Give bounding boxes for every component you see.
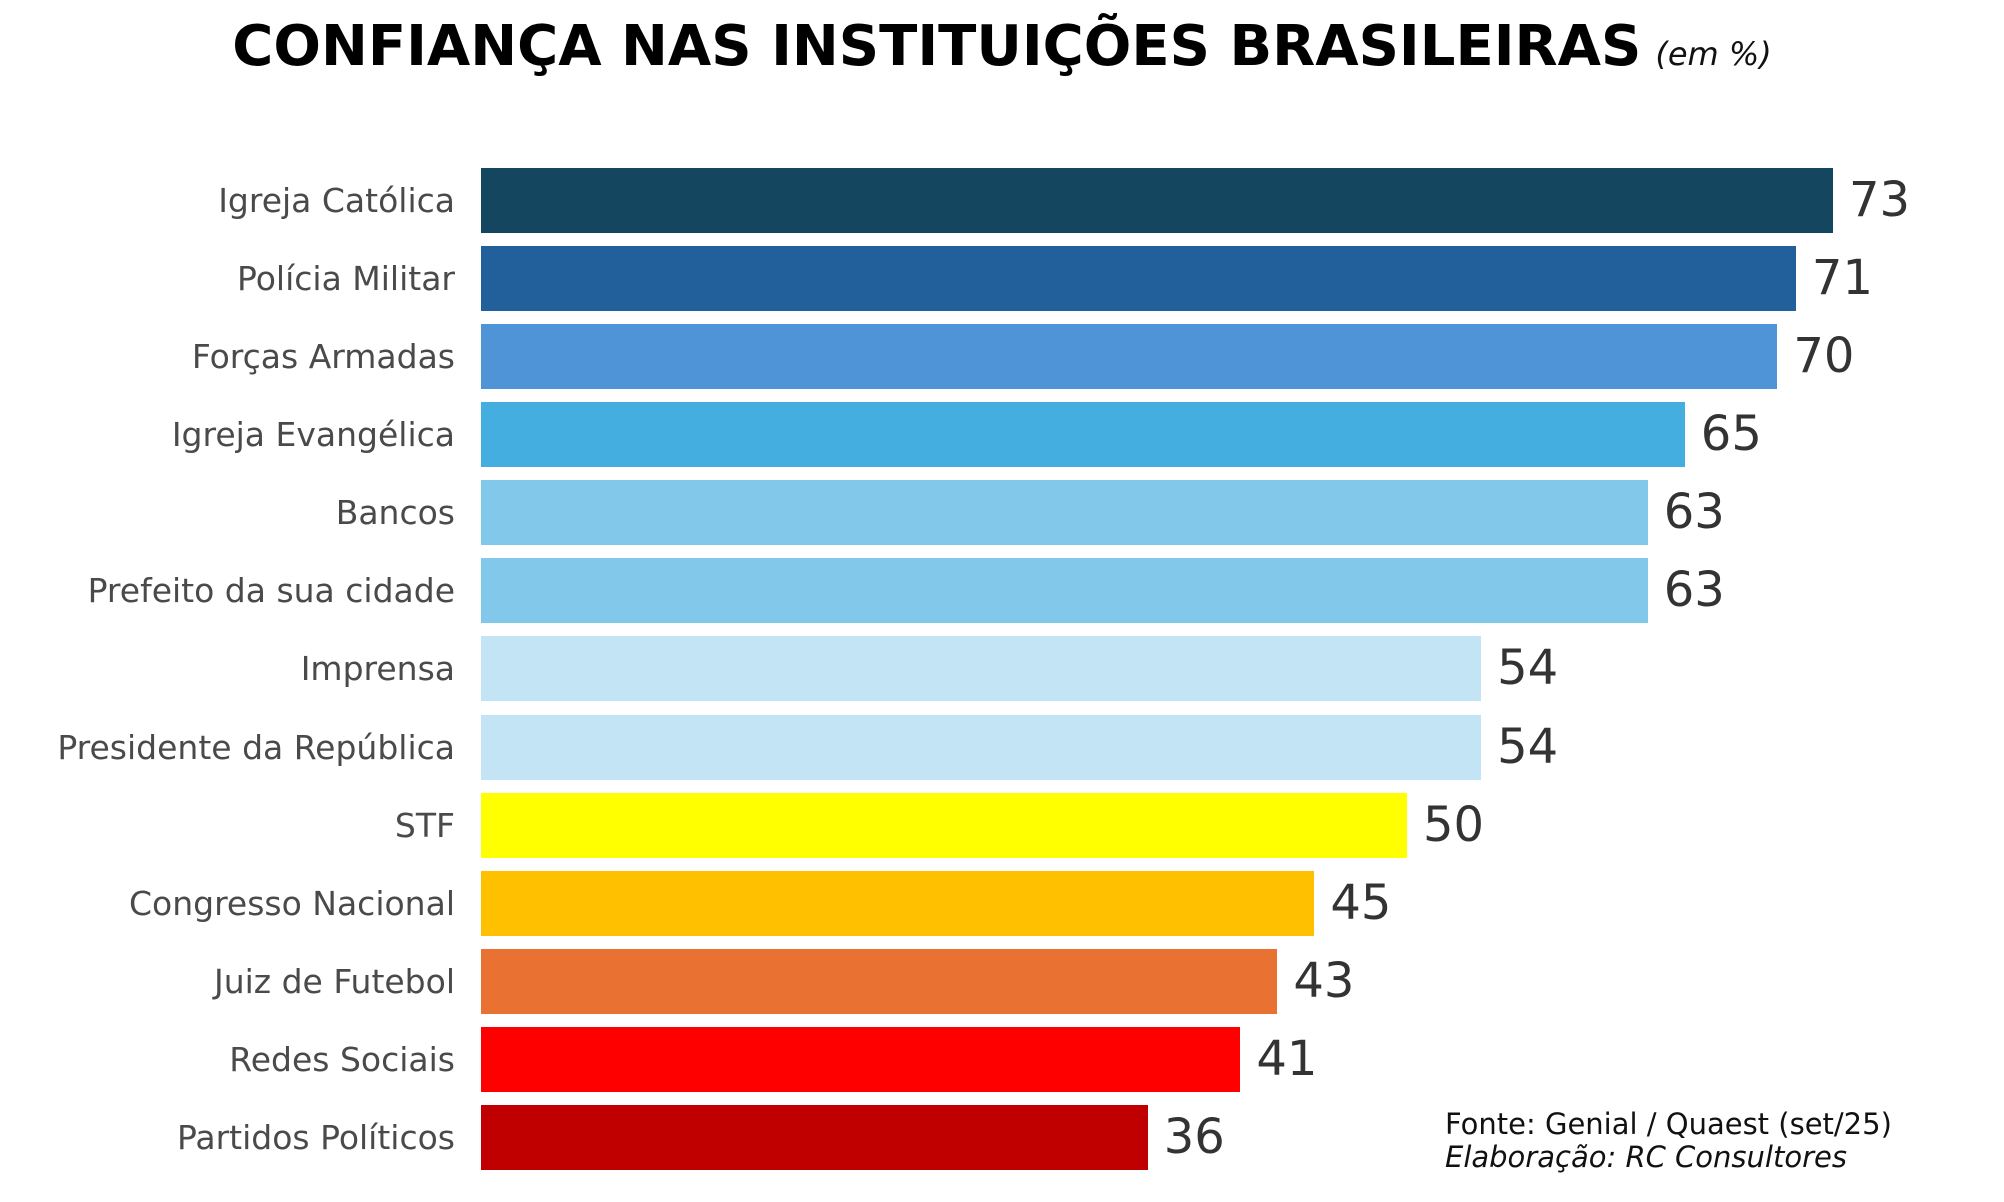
bar: [481, 480, 1648, 546]
bar-row: Redes Sociais 41: [0, 1026, 2004, 1092]
bar: [481, 636, 1482, 702]
credit-line: Elaboração: RC Consultores: [1445, 1140, 1847, 1174]
bar: [481, 558, 1648, 624]
value-label: 41: [1256, 1030, 1318, 1087]
bar-row: Congresso Nacional 45: [0, 870, 2004, 936]
value-label: 70: [1793, 328, 1855, 385]
category-label: Congresso Nacional: [128, 883, 455, 923]
bar: [481, 324, 1778, 390]
bar-row: Polícia Militar 71: [0, 246, 2004, 312]
category-label: Forças Armadas: [191, 337, 455, 377]
value-label: 71: [1811, 250, 1873, 307]
value-label: 50: [1423, 796, 1485, 853]
value-label: 73: [1848, 172, 1911, 228]
chart-title-main: CONFIANÇA NAS INSTITUIÇÕES BRASILEIRAS: [232, 14, 1642, 79]
value-label: 54: [1497, 718, 1559, 775]
category-label: Bancos: [335, 493, 455, 533]
category-label: Presidente da República: [57, 727, 455, 767]
bar: [481, 246, 1796, 312]
category-label: Polícia Militar: [237, 259, 455, 299]
bar-row: Partidos Políticos 36: [0, 1104, 2004, 1170]
category-label: Igreja Evangélica: [171, 415, 455, 455]
category-label: Partidos Políticos: [176, 1117, 455, 1157]
source-note: Fonte: Genial / Quaest (set/25) Elaboraç…: [1445, 1108, 1892, 1174]
category-label: Redes Sociais: [229, 1039, 455, 1079]
value-label: 54: [1497, 640, 1559, 697]
bar: [481, 792, 1407, 858]
category-label: Igreja Católica: [218, 181, 455, 220]
bar: [481, 402, 1685, 468]
value-label: 45: [1330, 874, 1392, 931]
bar-row: Juiz de Futebol 43: [0, 948, 2004, 1014]
bar-row: Igreja Católica 73: [0, 168, 2004, 233]
bar-row: Forças Armadas 70: [0, 324, 2004, 390]
bar-row: Prefeito da sua cidade 63: [0, 558, 2004, 624]
bar: [481, 714, 1482, 780]
value-label: 43: [1293, 952, 1355, 1009]
category-label: Prefeito da sua cidade: [87, 571, 455, 611]
chart-title: CONFIANÇA NAS INSTITUIÇÕES BRASILEIRAS (e…: [0, 14, 2004, 79]
category-label: STF: [394, 805, 455, 845]
bar-row: Presidente da República 54: [0, 714, 2004, 780]
chart-title-unit: (em %): [1655, 35, 1772, 73]
value-label: 63: [1663, 484, 1725, 541]
value-label: 65: [1700, 406, 1762, 463]
bar: [481, 1026, 1241, 1092]
bar-row: STF 50: [0, 792, 2004, 858]
bar-row: Bancos 63: [0, 480, 2004, 546]
bar: [481, 168, 1833, 233]
bar: [481, 948, 1278, 1014]
bar: [481, 1104, 1148, 1170]
source-line: Fonte: Genial / Quaest (set/25): [1445, 1107, 1892, 1141]
bar-row: Igreja Evangélica 65: [0, 402, 2004, 468]
bar-row: Imprensa 54: [0, 636, 2004, 702]
category-label: Juiz de Futebol: [213, 961, 455, 1001]
value-label: 36: [1163, 1108, 1225, 1165]
bar: [481, 870, 1315, 936]
value-label: 63: [1663, 562, 1725, 619]
category-label: Imprensa: [300, 649, 455, 689]
